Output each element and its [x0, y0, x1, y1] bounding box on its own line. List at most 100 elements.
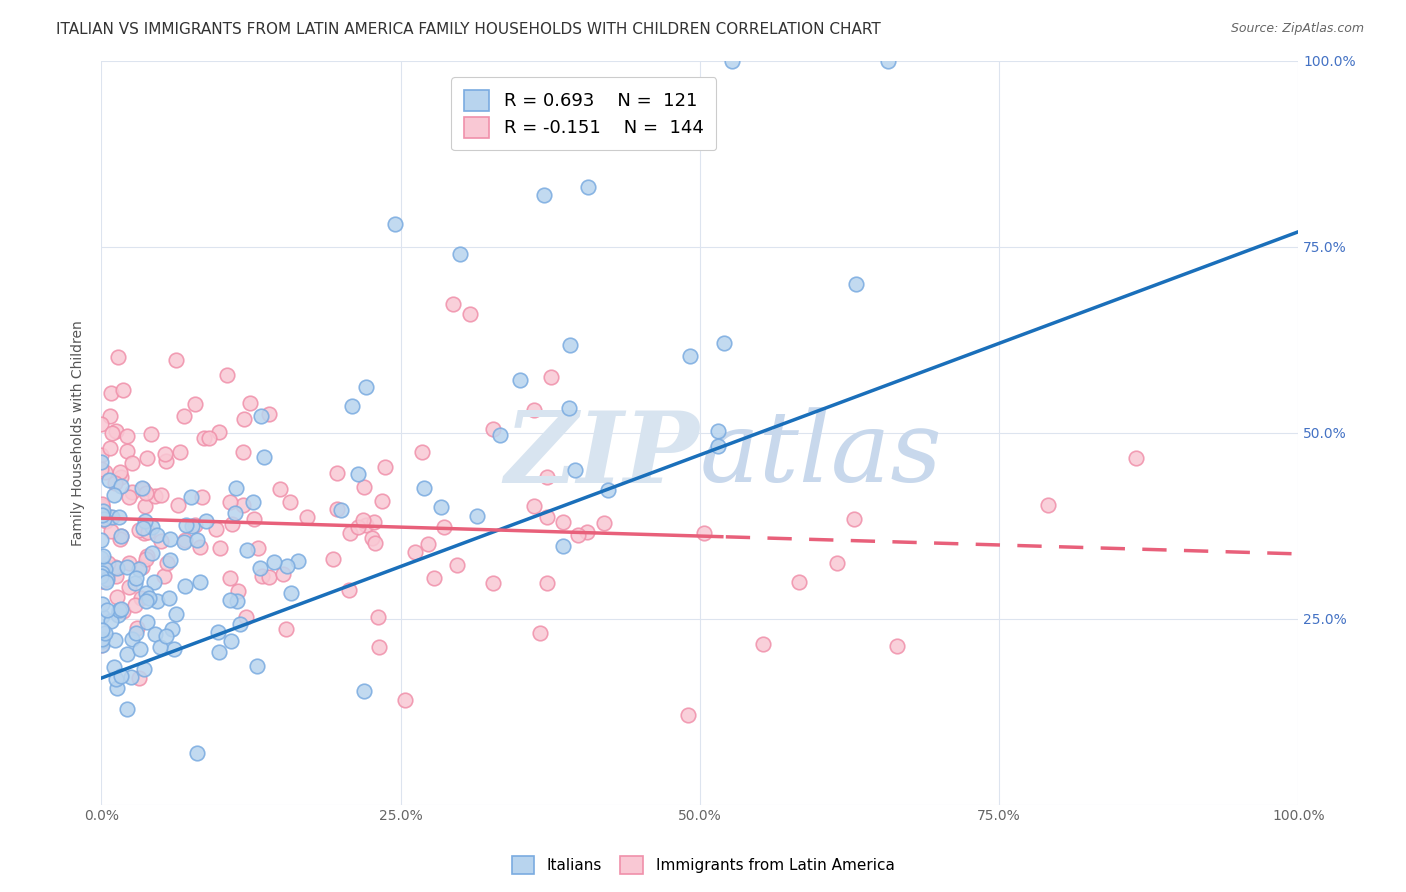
Point [276, 622, 298, 636]
Point [132, 662, 155, 676]
Point [91, 511, 114, 525]
Point [325, 502, 347, 516]
Point [150, 488, 173, 502]
Point [153, 446, 176, 460]
Point [131, 481, 153, 495]
Point [226, 584, 249, 599]
Point [90, 533, 112, 547]
Point [188, 574, 211, 589]
Point [110, 602, 132, 616]
Point [98, 409, 121, 423]
Point [128, 671, 150, 685]
Point [564, 463, 586, 477]
Point [533, 187, 555, 202]
Point [446, 558, 468, 572]
Point [553, 539, 575, 553]
Point [160, 622, 183, 636]
Point [90, 500, 112, 514]
Point [596, 483, 619, 497]
Point [100, 524, 122, 539]
Point [845, 277, 868, 291]
Point [107, 509, 129, 524]
Point [191, 490, 214, 504]
Point [221, 517, 243, 532]
Point [93, 549, 115, 564]
Point [100, 614, 122, 628]
Text: ITALIAN VS IMMIGRANTS FROM LATIN AMERICA FAMILY HOUSEHOLDS WITH CHILDREN CORRELA: ITALIAN VS IMMIGRANTS FROM LATIN AMERICA… [56, 22, 882, 37]
Point [540, 370, 562, 384]
Point [173, 409, 195, 423]
Point [90, 569, 112, 583]
Point [118, 581, 141, 595]
Point [186, 533, 208, 548]
Point [233, 412, 256, 426]
Point [242, 494, 264, 508]
Point [94, 575, 117, 590]
Point [329, 503, 352, 517]
Point [367, 609, 389, 624]
Point [354, 517, 377, 532]
Point [132, 483, 155, 497]
Point [132, 521, 155, 535]
Point [273, 567, 295, 582]
Point [100, 509, 122, 524]
Point [90, 417, 112, 431]
Point [93, 504, 115, 518]
Text: Source: ZipAtlas.com: Source: ZipAtlas.com [1230, 22, 1364, 36]
Point [159, 532, 181, 546]
Point [98, 473, 121, 487]
Point [707, 439, 730, 453]
Point [166, 498, 188, 512]
Point [143, 626, 166, 640]
Point [353, 479, 375, 493]
Point [204, 522, 226, 536]
Point [110, 479, 132, 493]
Point [326, 466, 349, 480]
Point [128, 562, 150, 576]
Point [141, 426, 163, 441]
Point [91, 639, 114, 653]
Point [877, 54, 900, 68]
Point [94, 625, 117, 640]
Point [364, 536, 387, 550]
Point [225, 594, 247, 608]
Point [101, 425, 124, 440]
Point [93, 512, 115, 526]
Point [360, 531, 382, 545]
Point [186, 746, 208, 760]
Point [110, 470, 132, 484]
Point [257, 569, 280, 583]
Point [143, 489, 166, 503]
Point [412, 481, 434, 495]
Point [110, 528, 132, 542]
Point [295, 509, 318, 524]
Point [118, 490, 141, 504]
Point [354, 380, 377, 394]
Point [91, 508, 114, 522]
Point [219, 495, 242, 509]
Point [90, 497, 112, 511]
Point [458, 307, 481, 321]
Point [593, 516, 616, 531]
Point [842, 511, 865, 525]
Point [153, 568, 176, 582]
Point [787, 574, 810, 589]
Point [162, 642, 184, 657]
Point [176, 517, 198, 532]
Point [121, 632, 143, 646]
Point [104, 560, 127, 574]
Point [91, 633, 114, 648]
Point [115, 428, 138, 442]
Point [103, 660, 125, 674]
Point [155, 629, 177, 643]
Point [132, 525, 155, 540]
Point [194, 514, 217, 528]
Point [713, 336, 735, 351]
Point [219, 634, 242, 648]
Point [1125, 450, 1147, 465]
Point [135, 594, 157, 608]
Point [90, 501, 112, 516]
Point [156, 557, 179, 571]
Text: atlas: atlas [700, 408, 942, 502]
Point [100, 385, 122, 400]
